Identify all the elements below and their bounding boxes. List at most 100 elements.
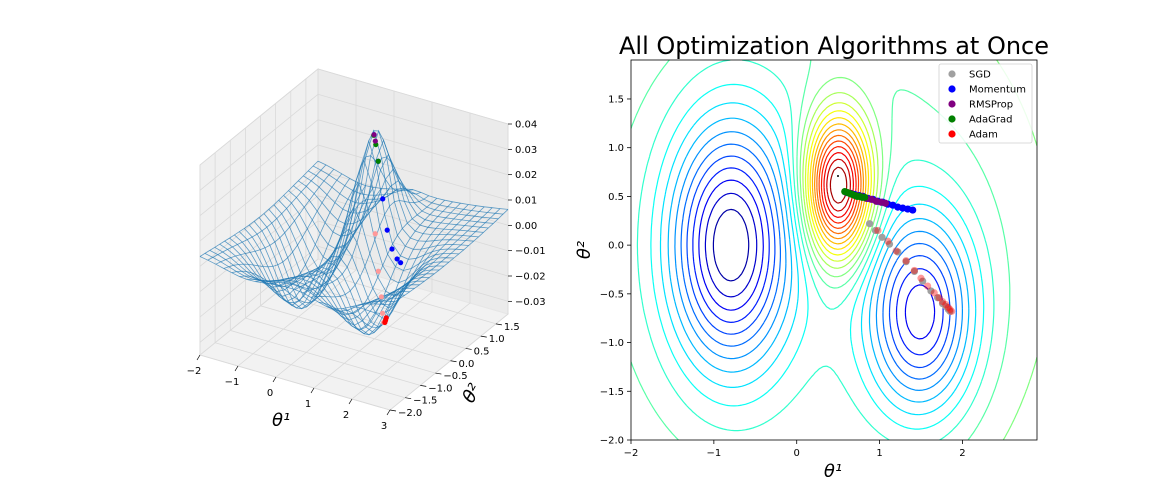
series-adam (874, 226, 956, 315)
contour-level-9 (659, 102, 977, 416)
y-tick-label: −0.5 (600, 289, 624, 300)
sgd-point (902, 258, 910, 266)
legend-marker-sgd (948, 70, 956, 78)
3d-series-adam (382, 315, 389, 326)
contour-level-17 (809, 117, 870, 250)
y-tick-label: 1.0 (608, 143, 624, 154)
3d-x-tick-label: −2 (187, 366, 202, 377)
contour-level-4 (692, 167, 944, 356)
momentum-point (909, 206, 917, 214)
3d-sgd-point (379, 310, 386, 316)
y-tick-label: −1.0 (600, 338, 624, 349)
y-axis-label: θ² (574, 241, 595, 259)
wire-line (273, 139, 464, 287)
adam-point (874, 226, 882, 235)
grid-x (313, 102, 433, 389)
adam-point (946, 305, 954, 314)
wire-line (278, 129, 469, 275)
3d-z-tick-label: 0.01 (515, 196, 537, 207)
legend-frame (938, 63, 1033, 144)
sgd-point (933, 294, 942, 302)
legend-label-sgd: SGD (969, 70, 991, 81)
3d-z-tick-label: 0.02 (515, 170, 537, 181)
wire-line (239, 231, 430, 334)
3d-sgd-point (375, 268, 381, 274)
sgd-point (885, 240, 894, 248)
3d-x-tick-label: 1 (305, 399, 311, 410)
surface-wireframe (199, 129, 509, 336)
sgd-point (927, 287, 935, 295)
3d-adagrad-point (375, 158, 381, 164)
series-adagrad (841, 187, 869, 201)
adam-point (924, 282, 932, 290)
3d-x-tick-label: 3 (381, 421, 387, 432)
axis-ticks: −2 −1 0 1 2 −2.0 −1.5 −1.0 −0.5 0.0 0.5 1.0 1.5 (600, 94, 966, 459)
3d-y-tick-label: −1.0 (428, 383, 452, 394)
y-tick-label: 1.5 (608, 94, 624, 105)
contour-level-23 (823, 152, 854, 218)
wire-line (199, 256, 391, 310)
contour-level-2 (704, 192, 758, 298)
3d-x-tick-mark (310, 387, 315, 394)
adagrad-point (861, 193, 869, 201)
y-tick-label: −1.5 (600, 387, 624, 398)
3d-x-tick-label: 0 (267, 388, 273, 399)
3d-z-tick-label: −0.03 (515, 297, 546, 308)
3d-y-tick-label: 0.5 (474, 346, 490, 357)
legend: SGD Momentum RMSProp AdaGrad Adam (938, 63, 1033, 144)
3d-momentum-point (384, 227, 390, 233)
3d-series-rmsprop (371, 132, 378, 144)
grid-y (260, 115, 451, 362)
3d-y-tick-label: 1.5 (504, 322, 520, 333)
wire-line (248, 224, 440, 320)
adam-point (948, 307, 956, 315)
wire-line (307, 170, 499, 220)
contour-level-25 (829, 166, 848, 204)
3d-y-tick-label: −0.5 (443, 371, 467, 382)
surface-3d-plot: −2 −1 0 1 2 3 −2.0−1.5 −1.0−0.50.0 0.51.01.5 −0.0… (187, 67, 546, 432)
grid-z (199, 119, 509, 217)
3d-y-tick-mark (495, 323, 502, 326)
adam-point (930, 289, 938, 297)
x-axis-label: θ¹ (824, 461, 842, 482)
sgd-point (871, 226, 880, 235)
adam-point (944, 303, 952, 312)
3d-x-tick-mark (272, 376, 277, 383)
y-tick-label: 0.5 (608, 192, 624, 203)
wire-line (224, 240, 415, 331)
grid-y (305, 78, 497, 325)
3d-adam-point (383, 315, 389, 321)
3d-rmsprop-point (371, 132, 377, 138)
adam-point (935, 294, 943, 302)
3d-y-tick-mark (435, 372, 442, 375)
sgd-point (894, 248, 902, 256)
contour-level-3 (698, 179, 936, 340)
3d-y-tick-label: −1.5 (413, 396, 437, 407)
3d-y-tick-mark (389, 409, 397, 412)
adam-point (942, 300, 950, 309)
legend-label-adagrad: AdaGrad (969, 115, 1012, 126)
legend-marker-adam (948, 130, 956, 138)
grid-x (389, 124, 509, 411)
3d-z-tick-label: −0.02 (515, 272, 546, 283)
grid-y (214, 152, 406, 399)
3d-y-tick-mark (405, 397, 412, 400)
adam-point (917, 274, 925, 282)
3d-sgd-point (372, 231, 378, 237)
y-tick-label: 0.0 (608, 241, 624, 252)
y-tick-label: −2.0 (600, 436, 624, 447)
legend-label-adam: Adam (969, 130, 998, 141)
contour-level-10 (650, 83, 985, 430)
sgd-point (919, 277, 927, 285)
x-tick-label: 1 (876, 448, 882, 459)
3d-x-tick-label: −1 (225, 377, 240, 388)
adam-point (938, 298, 947, 306)
x-tick-label: −2 (624, 448, 639, 459)
legend-marker-momentum (948, 85, 956, 93)
3d-y-tick-label: −2.0 (398, 408, 422, 419)
grid-y (290, 91, 481, 337)
3d-z-tick-label: −0.01 (515, 246, 546, 257)
3d-x-tick-mark (348, 398, 353, 405)
3d-trajectory-points (371, 132, 404, 326)
rmsprop-point (881, 199, 889, 207)
